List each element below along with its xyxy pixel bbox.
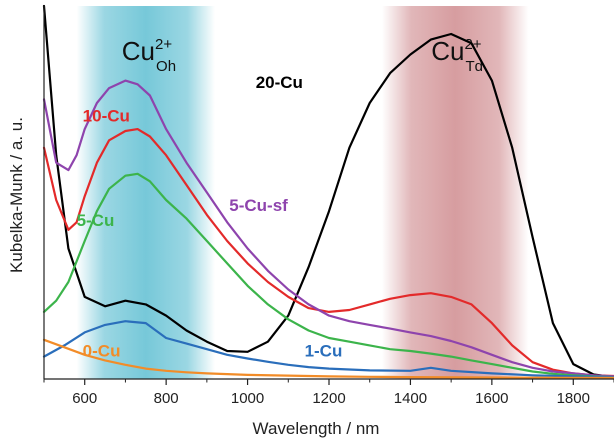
series-line-10-cu bbox=[42, 128, 614, 378]
series-label-20-cu: 20-Cu bbox=[256, 73, 303, 92]
series-label-5-cu: 5-Cu bbox=[77, 211, 115, 230]
series-line-20-cu bbox=[42, 4, 614, 379]
series-line-5-cu bbox=[42, 172, 614, 379]
x-tick-label: 1400 bbox=[394, 390, 427, 407]
y-axis-title: Kubelka-Munk / a. u. bbox=[7, 117, 26, 273]
band-label-base: Cu bbox=[431, 36, 464, 66]
x-tick-label: 1600 bbox=[475, 390, 508, 407]
x-axis-title: Wavelength / nm bbox=[253, 419, 380, 438]
band-label-td: Cu2+ bbox=[431, 36, 482, 66]
series-line-5-cu-sf bbox=[42, 79, 614, 378]
band-label-sup: 2+ bbox=[155, 36, 172, 53]
band-label-oh: Cu2+ bbox=[122, 36, 173, 66]
series-lines bbox=[42, 4, 614, 379]
axes: 600 800 1000 1200 1400 1600 1800 bbox=[43, 6, 614, 407]
series-line-0-cu bbox=[42, 338, 614, 379]
x-tick-label: 800 bbox=[154, 390, 179, 407]
series-labels: 20-Cu 10-Cu 5-Cu-sf 5-Cu 1-Cu 0-Cu bbox=[77, 73, 343, 361]
band-label-sub-oh: Oh bbox=[156, 58, 176, 75]
band-label-base: Cu bbox=[122, 36, 155, 66]
band-region-td bbox=[381, 6, 529, 379]
series-label-0-cu: 0-Cu bbox=[83, 342, 121, 361]
series-label-5-cu-sf: 5-Cu-sf bbox=[229, 196, 288, 215]
x-tick-label: 600 bbox=[72, 390, 97, 407]
band-label-sub-td: Td bbox=[465, 58, 483, 75]
x-tick-label: 1000 bbox=[231, 390, 264, 407]
series-label-10-cu: 10-Cu bbox=[83, 107, 130, 126]
series-label-1-cu: 1-Cu bbox=[305, 342, 343, 361]
x-tick-label: 1800 bbox=[557, 390, 590, 407]
series-line-1-cu bbox=[42, 320, 614, 379]
x-tick-label: 1200 bbox=[312, 390, 345, 407]
